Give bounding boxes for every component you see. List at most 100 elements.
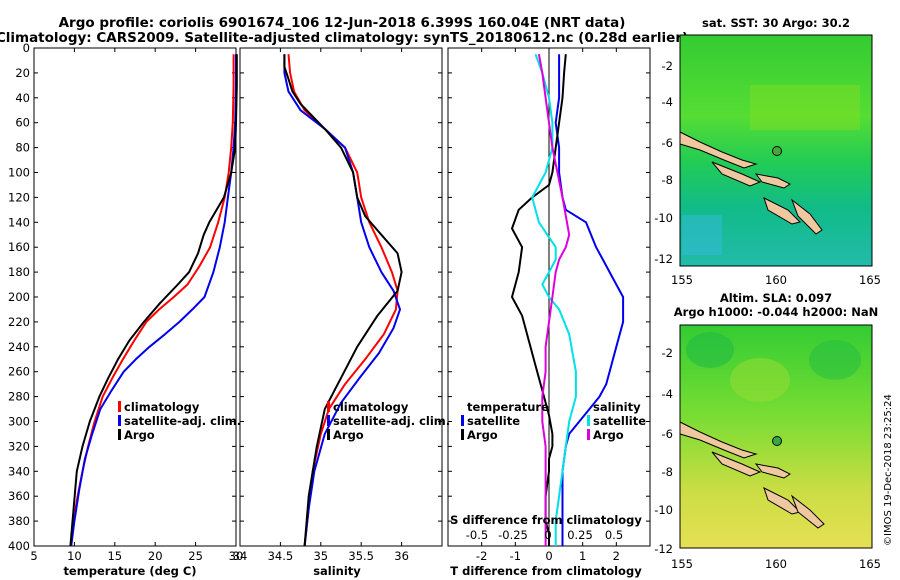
difference-legend: temperature satellite Argo salinity sate… (461, 400, 646, 442)
y-tick-label: 320 (8, 439, 30, 453)
x-tick-label: 1 (579, 549, 586, 563)
sst-cool-patch (682, 215, 722, 255)
legend-swatch-s-argo (587, 429, 590, 440)
series-line-t-argo (511, 54, 567, 546)
difference-xlabel: T difference from climatology (450, 564, 642, 578)
legend-salinity-header: salinity (593, 400, 641, 414)
sst-warm-patch (750, 85, 860, 130)
sla-ytick: -12 (654, 542, 673, 556)
y-tick-label: 260 (8, 365, 30, 379)
temperature-panel: 5 10 15 20 25 3002040608010012014016018020022… (8, 41, 243, 563)
x-tick-label: -1 (510, 549, 521, 563)
salinity-xlabel: salinity (313, 564, 361, 578)
sst-map: sat. SST: 30 Argo: 30.2 155 160 165 -2 -… (654, 16, 881, 287)
sst-ytick: -2 (662, 59, 673, 73)
legend-argo: Argo (124, 428, 155, 442)
sst-map-title: sat. SST: 30 Argo: 30.2 (702, 16, 850, 30)
y-tick-label: 120 (8, 190, 30, 204)
series-line-argo (283, 54, 403, 547)
legend-swatch-climatology (327, 401, 330, 412)
y-tick-label: 100 (8, 166, 30, 180)
y-tick-label: 80 (15, 141, 30, 155)
sla-island (763, 487, 801, 515)
legend-climatology: climatology (333, 400, 409, 414)
x-tick-label: 5 (30, 549, 37, 563)
series-line-satellite-adj-clim- (283, 54, 401, 547)
sla-high-patch (730, 358, 790, 402)
argo-location-marker (772, 146, 782, 156)
y-tick-label: 40 (15, 91, 30, 105)
x-tick-label: 34 (233, 549, 248, 563)
x-tick-label: 35 (313, 549, 328, 563)
s-difference-axis: S difference from climatology -0.5 -0.25… (450, 513, 642, 542)
x-tick-label: 35.5 (348, 549, 374, 563)
sla-ytick: -6 (662, 427, 673, 441)
y-tick-label: 160 (8, 240, 30, 254)
legend-swatch-satellite (327, 415, 330, 426)
s-diff-tick: 0.25 (567, 528, 593, 542)
sla-map: Altim. SLA: 0.097 Argo h1000: -0.044 h20… (654, 291, 881, 571)
legend-swatch-t-argo (461, 429, 464, 440)
sst-island (679, 131, 758, 169)
title-line-2: Climatology: CARS2009. Satellite-adjuste… (0, 30, 688, 46)
argo-location-marker (772, 436, 782, 446)
x-tick-label: 10 (67, 549, 82, 563)
sla-island (790, 494, 825, 529)
y-tick-label: 0 (23, 41, 30, 55)
salinity-panel: 34 34.5 35 35.5 36 (233, 47, 443, 563)
sst-island (711, 161, 762, 187)
series-line-argo (69, 54, 238, 547)
legend-climatology: climatology (124, 400, 200, 414)
x-tick-label: 34.5 (268, 549, 294, 563)
legend-swatch-argo (118, 429, 121, 440)
sla-ytick: -2 (662, 346, 673, 360)
x-tick-label: 15 (107, 549, 122, 563)
legend-swatch-argo (327, 429, 330, 440)
series-line-s-satellite (531, 53, 577, 546)
legend-satellite: satellite-adj. clim. (124, 414, 241, 428)
legend-temperature-header: temperature (467, 400, 549, 414)
sla-island (679, 421, 758, 459)
legend-swatch-s-satellite (587, 415, 590, 426)
imos-timestamp: ©IMOS 19-Dec-2018 23:25:24 (883, 394, 894, 546)
sla-low-patch (809, 340, 861, 380)
sst-island (763, 197, 801, 225)
y-tick-label: 380 (8, 514, 30, 528)
x-tick-label: -2 (476, 549, 487, 563)
s-diff-tick: 0 (544, 528, 551, 542)
legend-swatch-climatology (118, 401, 121, 412)
x-tick-label: 30 (229, 549, 244, 563)
y-tick-label: 20 (15, 66, 30, 80)
sst-ytick: -12 (654, 252, 673, 266)
y-tick-label: 340 (8, 464, 30, 478)
temperature-xlabel: temperature (deg C) (63, 564, 196, 578)
y-tick-label: 200 (8, 290, 30, 304)
legend-swatch-satellite (118, 415, 121, 426)
legend-argo: Argo (333, 428, 364, 442)
y-tick-label: 180 (8, 265, 30, 279)
x-tick-label: 20 (148, 549, 163, 563)
difference-panel: -2 -1 0 1 2 (447, 47, 651, 563)
sla-xtick: 160 (765, 557, 787, 571)
salinity-axes-frame (239, 47, 443, 547)
sst-ytick: -6 (662, 136, 673, 150)
s-difference-label: S difference from climatology (450, 513, 642, 527)
legend-t-satellite: satellite (467, 414, 520, 428)
temperature-axes-frame (33, 47, 237, 547)
sst-ytick: -8 (662, 173, 673, 187)
legend-swatch-t-satellite (461, 415, 464, 426)
legend-s-satellite: satellite (593, 414, 646, 428)
y-tick-label: 140 (8, 215, 30, 229)
s-diff-tick: -0.25 (498, 528, 528, 542)
title-line-1: Argo profile: coriolis 6901674_106 12-Ju… (59, 15, 626, 31)
y-tick-label: 220 (8, 315, 30, 329)
legend-t-argo: Argo (467, 428, 498, 442)
y-tick-label: 300 (8, 415, 30, 429)
sst-xtick: 160 (765, 273, 787, 287)
sst-ytick: -10 (654, 211, 673, 225)
sla-ytick: -4 (662, 387, 673, 401)
sst-island (754, 173, 791, 189)
sst-xtick: 165 (859, 273, 881, 287)
sla-xtick: 165 (859, 557, 881, 571)
